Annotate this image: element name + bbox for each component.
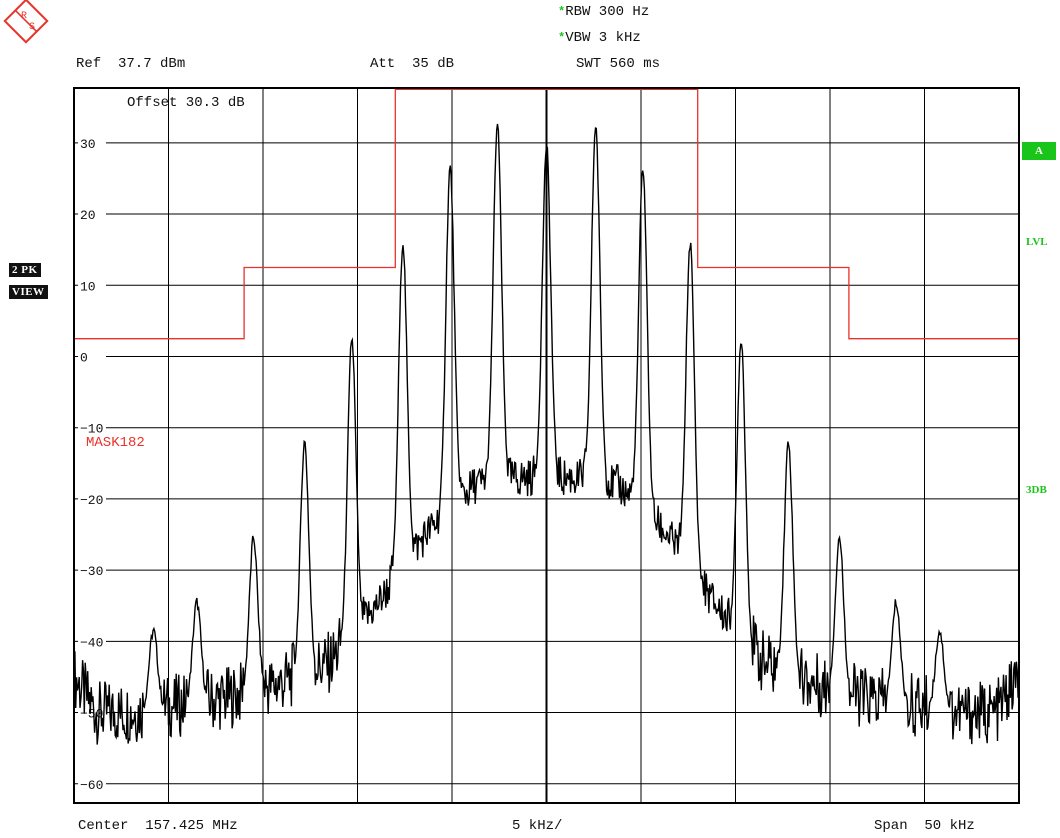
plot-frame <box>73 87 1020 804</box>
rohde-schwarz-logo: R S <box>3 0 49 44</box>
y-tick-label-bg <box>78 562 106 579</box>
y-tick-label-bg <box>78 419 106 436</box>
vbw-star-marker: * <box>558 31 566 45</box>
rbw-readout: *RBW 300 Hz <box>558 4 649 20</box>
svg-text:R: R <box>21 11 27 22</box>
limit-mask-line <box>74 88 1019 340</box>
attenuation-readout: Att 35 dB <box>370 56 455 72</box>
swt-readout: SWT 560 ms <box>576 56 661 72</box>
y-tick-label: 0 <box>80 350 88 365</box>
y-tick-label: −50 <box>80 707 103 722</box>
y-tick-label-bg <box>78 633 106 650</box>
y-tick-label-bg <box>78 348 106 365</box>
grid <box>74 88 1019 803</box>
vbw-readout: *VBW 3 kHz <box>558 30 641 46</box>
span-readout: Span 50 kHz <box>874 818 975 834</box>
y-tick-label: 20 <box>80 208 96 223</box>
trace-a-indicator: A <box>1022 142 1056 160</box>
lvl-indicator: LVL <box>1026 236 1048 248</box>
mask-label: MASK182 <box>86 435 145 451</box>
rbw-text: RBW 300 Hz <box>565 4 650 20</box>
y-tick-label: −60 <box>80 778 103 793</box>
y-tick-labels: 30 20 10 0 −10 −20 −30 −40 −50 −60 <box>78 134 106 793</box>
vbw-text: VBW 3 kHz <box>565 30 641 46</box>
y-tick-label-bg <box>78 206 106 223</box>
3db-indicator: 3DB <box>1026 484 1047 496</box>
spectrum-trace <box>73 123 1020 745</box>
center-frequency-readout: Center 157.425 MHz <box>78 818 238 834</box>
y-tick-label: −40 <box>80 635 103 650</box>
y-tick-label: −20 <box>80 493 103 508</box>
y-tick-label: −10 <box>80 422 103 437</box>
offset-label: Offset 30.3 dB <box>127 95 245 111</box>
y-tick-label-bg <box>78 775 106 792</box>
rbw-star-marker: * <box>558 5 566 19</box>
y-tick-label: −30 <box>80 564 103 579</box>
y-tick-label: 10 <box>80 279 96 294</box>
ref-level-readout: Ref 37.7 dBm <box>76 56 186 72</box>
trace-mode-badge: 2 PK <box>9 263 41 277</box>
y-tick-label-bg <box>78 490 106 507</box>
y-tick-label-bg <box>78 134 106 151</box>
y-tick-label: 30 <box>80 137 96 152</box>
view-badge: VIEW <box>9 285 48 299</box>
division-readout: 5 kHz/ <box>512 818 563 834</box>
y-tick-label-bg <box>78 277 106 294</box>
svg-text:S: S <box>29 22 35 33</box>
